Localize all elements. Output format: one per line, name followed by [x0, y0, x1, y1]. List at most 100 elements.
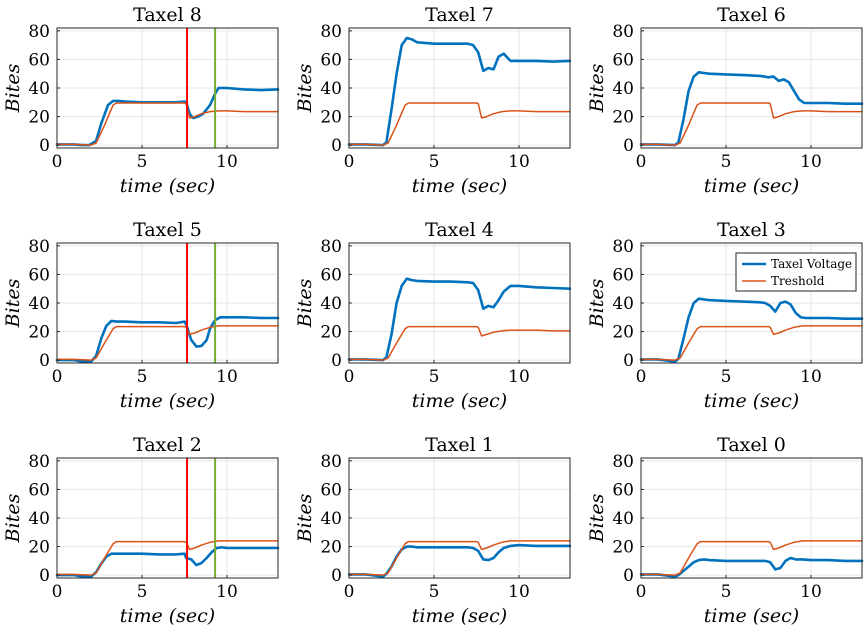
- y-tick-label: 20: [28, 108, 50, 128]
- x-tick-label: 10: [216, 367, 238, 387]
- y-axis-label: Bites: [294, 493, 316, 543]
- series-line-treshold: [640, 325, 863, 361]
- series-line-taxel-voltage: [347, 277, 572, 362]
- x-tick-label: 10: [216, 582, 238, 602]
- y-tick-label: 20: [612, 323, 634, 343]
- series-line-taxel-voltage: [639, 71, 864, 147]
- x-tick-label: 5: [137, 152, 148, 172]
- y-tick-label: 80: [320, 237, 342, 257]
- subplot-title: Taxel 0: [717, 434, 786, 456]
- y-tick-label: 40: [28, 79, 50, 99]
- x-tick-label: 5: [721, 367, 732, 387]
- subplot-taxel-5: 0 20 40 60 80 0 5 10 Taxel 5 time (sec) Bites: [2, 219, 280, 412]
- subplot-taxel-8: 0 20 40 60 80 0 5 10 Taxel 8 time (sec) Bites: [2, 4, 280, 197]
- series-line-taxel-voltage: [639, 556, 864, 578]
- x-tick-label: 0: [52, 367, 63, 387]
- x-axis-label: time (sec): [704, 605, 799, 627]
- x-tick-label: 0: [52, 152, 63, 172]
- series-line-treshold: [56, 540, 279, 576]
- y-tick-label: 0: [39, 566, 50, 586]
- y-tick-label: 20: [612, 538, 634, 558]
- y-tick-label: 20: [612, 108, 634, 128]
- y-tick-label: 60: [612, 265, 634, 285]
- x-tick-label: 10: [508, 152, 530, 172]
- x-axis-label: time (sec): [704, 390, 799, 412]
- y-tick-label: 60: [28, 50, 50, 70]
- y-tick-label: 40: [320, 294, 342, 314]
- y-tick-label: 40: [612, 79, 634, 99]
- y-tick-label: 40: [320, 79, 342, 99]
- subplot-title: Taxel 3: [717, 219, 786, 241]
- y-tick-label: 0: [623, 136, 634, 156]
- series-line-treshold: [56, 102, 279, 146]
- y-axis-label: Bites: [294, 278, 316, 328]
- subplot-taxel-1: 0 20 40 60 80 0 5 10 Taxel 1 time (sec) Bites: [294, 434, 572, 627]
- legend-label: Treshold: [771, 274, 825, 288]
- y-tick-label: 60: [612, 50, 634, 70]
- series-line-treshold: [348, 540, 571, 576]
- x-axis-label: time (sec): [704, 175, 799, 197]
- y-axis-label: Bites: [2, 278, 24, 328]
- x-tick-label: 5: [721, 152, 732, 172]
- y-tick-label: 80: [28, 22, 50, 42]
- x-tick-label: 5: [429, 582, 440, 602]
- y-axis-label: Bites: [586, 493, 608, 543]
- series-line-taxel-voltage: [55, 86, 280, 147]
- subplot-taxel-6: 0 20 40 60 80 0 5 10 Taxel 6 time (sec) Bites: [586, 4, 864, 197]
- y-axis-label: Bites: [586, 278, 608, 328]
- x-tick-label: 0: [636, 367, 647, 387]
- x-tick-label: 0: [636, 152, 647, 172]
- x-axis-label: time (sec): [120, 390, 215, 412]
- legend: Taxel Voltage Treshold: [735, 252, 857, 292]
- x-tick-label: 10: [216, 152, 238, 172]
- y-tick-label: 0: [623, 351, 634, 371]
- x-tick-label: 10: [508, 367, 530, 387]
- x-tick-label: 5: [137, 582, 148, 602]
- y-tick-label: 20: [28, 538, 50, 558]
- series-line-treshold: [348, 325, 571, 361]
- y-tick-label: 80: [320, 452, 342, 472]
- subplot-taxel-0: 0 20 40 60 80 0 5 10 Taxel 0 time (sec) Bites: [586, 434, 864, 627]
- x-tick-label: 10: [800, 367, 822, 387]
- y-tick-label: 80: [612, 22, 634, 42]
- subplot-title: Taxel 5: [133, 219, 202, 241]
- y-tick-label: 20: [320, 108, 342, 128]
- series-line-treshold: [640, 102, 863, 146]
- x-tick-label: 5: [721, 582, 732, 602]
- y-tick-label: 0: [331, 351, 342, 371]
- x-axis-label: time (sec): [412, 175, 507, 197]
- series-line-treshold: [348, 102, 571, 146]
- y-tick-label: 20: [320, 538, 342, 558]
- y-tick-label: 80: [28, 452, 50, 472]
- y-tick-label: 20: [28, 323, 50, 343]
- y-tick-label: 60: [320, 50, 342, 70]
- subplot-title: Taxel 2: [133, 434, 202, 456]
- y-tick-label: 40: [612, 509, 634, 529]
- subplot-taxel-7: 0 20 40 60 80 0 5 10 Taxel 7 time (sec) Bites: [294, 4, 572, 197]
- y-tick-label: 20: [320, 323, 342, 343]
- y-tick-label: 40: [28, 294, 50, 314]
- subplot-title: Taxel 8: [133, 4, 202, 26]
- y-axis-label: Bites: [294, 63, 316, 113]
- series-line-taxel-voltage: [347, 36, 572, 147]
- series-line-taxel-voltage: [55, 315, 280, 363]
- y-tick-label: 0: [623, 566, 634, 586]
- subplot-title: Taxel 6: [717, 4, 786, 26]
- subplot-taxel-4: 0 20 40 60 80 0 5 10 Taxel 4 time (sec) Bites: [294, 219, 572, 412]
- y-tick-label: 60: [28, 480, 50, 500]
- x-tick-label: 0: [52, 582, 63, 602]
- x-axis-label: time (sec): [120, 175, 215, 197]
- x-tick-label: 0: [344, 582, 355, 602]
- y-tick-label: 80: [612, 237, 634, 257]
- subplot-taxel-3: 0 20 40 60 80 0 5 10 Taxel 3 time (sec) Bites Taxel…: [586, 219, 864, 412]
- y-tick-label: 0: [331, 566, 342, 586]
- subplot-taxel-2: 0 20 40 60 80 0 5 10 Taxel 2 time (sec) Bites: [2, 434, 280, 627]
- x-tick-label: 0: [344, 152, 355, 172]
- y-tick-label: 80: [28, 237, 50, 257]
- x-tick-label: 5: [429, 367, 440, 387]
- y-tick-label: 60: [320, 480, 342, 500]
- subplot-title: Taxel 4: [425, 219, 494, 241]
- x-tick-label: 10: [800, 582, 822, 602]
- legend-label: Taxel Voltage: [771, 257, 852, 271]
